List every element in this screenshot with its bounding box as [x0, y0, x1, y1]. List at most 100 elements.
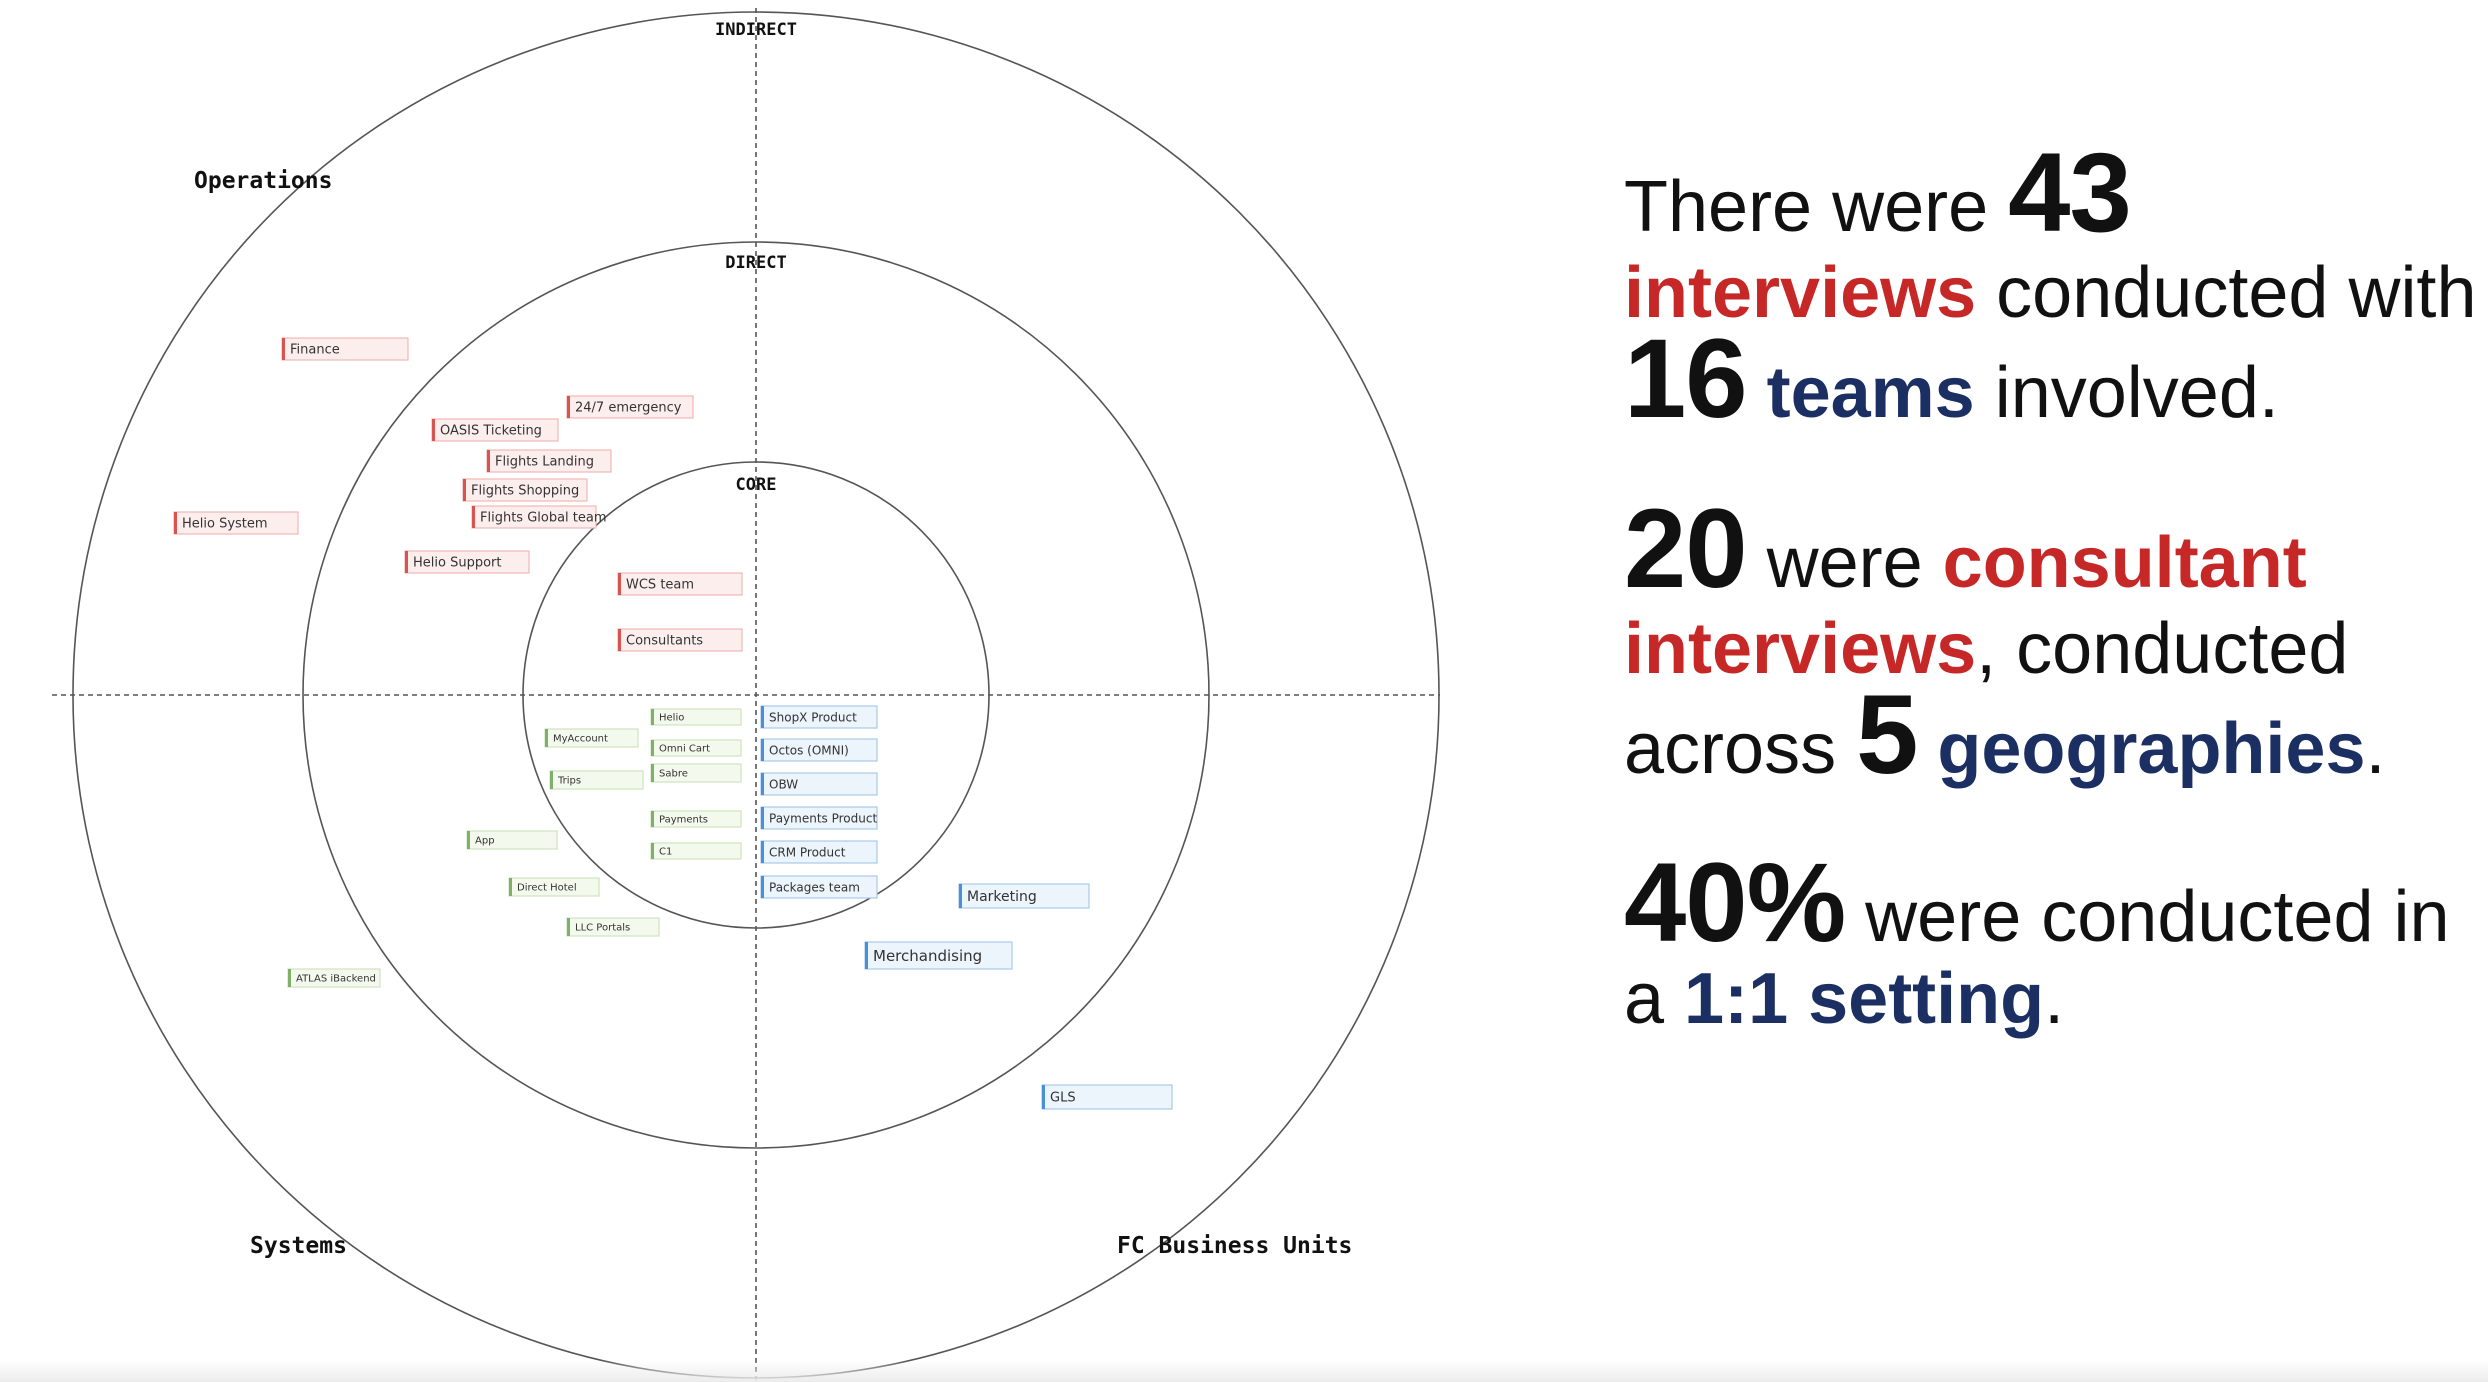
tag-finance: Finance	[281, 337, 409, 361]
quadrant-label-business-units: FC Business Units	[1117, 1233, 1352, 1259]
stat-number-consultant: 20	[1624, 486, 1748, 611]
stat-number-teams: 16	[1624, 316, 1748, 441]
tag-edge	[651, 709, 654, 725]
tag-edge	[761, 807, 764, 829]
tag-label: Packages team	[769, 880, 860, 894]
tag-label: 24/7 emergency	[575, 401, 682, 416]
tag-label: MyAccount	[553, 734, 608, 745]
tag-edge	[567, 918, 570, 936]
tag-edge	[1042, 1085, 1045, 1109]
tag-label: LLC Portals	[575, 923, 630, 934]
tag-helio-support: Helio Support	[404, 550, 530, 574]
tag-crm-product: CRM Product	[760, 840, 878, 864]
tag-omni-cart: Omni Cart	[650, 739, 742, 757]
tag-trips: Trips	[549, 770, 644, 790]
tag-consultants: Consultants	[617, 628, 743, 652]
tag-label: Helio	[659, 713, 684, 724]
tag-edge	[761, 773, 764, 795]
tag-label: GLS	[1050, 1091, 1076, 1106]
tag-edge	[472, 506, 475, 528]
tag-gls: GLS	[1041, 1084, 1173, 1110]
tag-label: Trips	[557, 776, 581, 787]
stat-interviews: There were 43 interviews conducted with 1…	[1624, 137, 2484, 436]
tag-wcs-team: WCS team	[617, 572, 743, 596]
tag-edge	[567, 396, 570, 418]
tag-atlas-ibackend: ATLAS iBackend	[287, 968, 381, 988]
tag-payments: Payments	[650, 810, 742, 828]
tag-label: Payments	[659, 815, 708, 826]
tag-label: Flights Landing	[495, 455, 594, 470]
tag-llc-portals: LLC Portals	[566, 917, 660, 937]
tag-label: ATLAS iBackend	[296, 974, 376, 985]
tag-edge	[545, 729, 548, 747]
stat-highlight-teams: teams	[1766, 353, 1975, 433]
tag-label: Marketing	[967, 889, 1037, 905]
tag-edge	[651, 811, 654, 827]
tag-label: C1	[659, 847, 672, 858]
tag-octos-omni: Octos (OMNI)	[760, 738, 878, 762]
stat-highlight-consultant: consultant interviews	[1624, 523, 2307, 689]
tag-c1: C1	[650, 842, 742, 860]
stakeholder-tags: Finance 24/7 emergency OASIS Ticketing Flig…	[173, 337, 1173, 1110]
tag-direct-hotel: Direct Hotel	[508, 877, 600, 897]
tag-label: OASIS Ticketing	[440, 424, 542, 439]
tag-obw: OBW	[760, 772, 878, 796]
tag-edge	[761, 841, 764, 863]
tag-edge	[432, 419, 435, 441]
ring-label-indirect: INDIRECT	[715, 20, 797, 40]
tag-edge	[282, 338, 285, 360]
stat-highlight-interviews: interviews	[1624, 253, 1977, 333]
tag-myaccount: MyAccount	[544, 728, 639, 748]
tag-edge	[174, 512, 177, 534]
tag-shopx-product: ShopX Product	[760, 705, 878, 729]
stat-text: were conducted in a	[1624, 877, 2450, 1039]
quadrant-label-operations: Operations	[194, 168, 332, 194]
tag-oasis-ticketing: OASIS Ticketing	[431, 418, 559, 442]
tag-edge	[959, 884, 962, 908]
stat-number-percent: 40%	[1624, 840, 1846, 965]
tag-label: OBW	[769, 777, 798, 791]
stat-highlight-geographies: geographies	[1937, 709, 2366, 789]
ring-label-core: CORE	[736, 475, 777, 495]
tag-sabre: Sabre	[650, 763, 742, 783]
tag-label: Merchandising	[873, 947, 982, 965]
tag-edge	[288, 969, 291, 987]
stat-setting: 40% were conducted in a 1:1 setting.	[1624, 847, 2484, 1040]
tag-merchandising: Merchandising	[864, 941, 1013, 970]
tag-edge	[761, 876, 764, 898]
tag-helio-system: Helio System	[173, 511, 299, 535]
ring-label-direct: DIRECT	[725, 253, 786, 273]
tag-label: Sabre	[659, 769, 688, 780]
tag-edge	[651, 740, 654, 756]
tag-payments-product: Payments Product	[760, 806, 878, 830]
tag-box	[1041, 1084, 1173, 1110]
tag-label: Flights Global team	[480, 511, 607, 526]
stat-text: There were	[1624, 167, 2009, 247]
tag-label: App	[475, 836, 495, 847]
tag-box	[864, 941, 1013, 970]
tag-label: Consultants	[626, 634, 703, 649]
tag-edge	[618, 629, 621, 651]
tag-edge	[509, 878, 512, 896]
tag-edge	[550, 771, 553, 789]
stat-number-interviews: 43	[2008, 130, 2132, 255]
tag-flights-shopping: Flights Shopping	[462, 478, 588, 502]
tag-edge	[405, 551, 408, 573]
tag-flights-landing: Flights Landing	[486, 449, 612, 473]
stat-consultants: 20 were consultant interviews, conducted…	[1624, 493, 2484, 792]
tag-label: ShopX Product	[769, 710, 857, 724]
tag-label: Flights Shopping	[471, 484, 579, 499]
tag-edge	[618, 573, 621, 595]
tag-packages-team: Packages team	[760, 875, 878, 899]
bottom-shadow	[0, 1360, 2488, 1382]
stat-highlight-setting: 1:1 setting	[1684, 959, 2045, 1039]
tag-edge	[463, 479, 466, 501]
stat-text: , conducted across	[1624, 609, 2349, 789]
tag-label: Finance	[290, 343, 340, 358]
stat-text: involved.	[1974, 353, 2279, 433]
summary-stats: There were 43 interviews conducted with 1…	[1624, 137, 2484, 1040]
tag-helio: Helio	[650, 708, 742, 726]
tag-edge	[651, 843, 654, 859]
tag-label: CRM Product	[769, 845, 846, 859]
tag-label: Octos (OMNI)	[769, 743, 849, 757]
